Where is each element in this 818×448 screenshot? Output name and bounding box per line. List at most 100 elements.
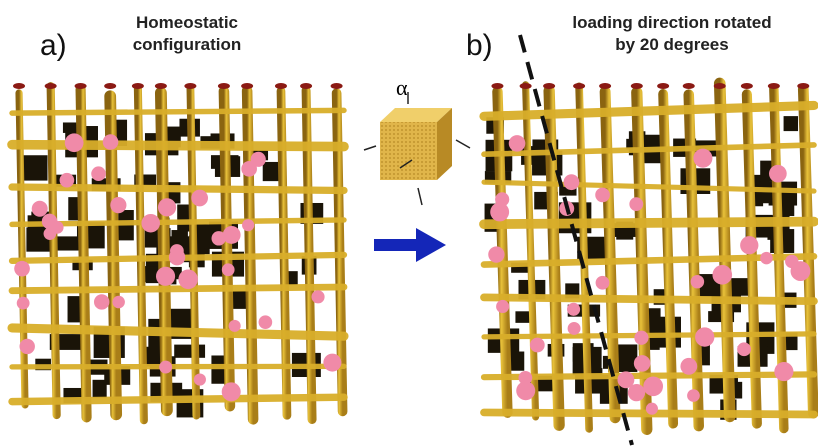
panel-title: Homeostatic [136, 13, 238, 32]
cut-end [191, 190, 208, 207]
cut-end [242, 219, 254, 231]
strut-end [184, 83, 196, 89]
cut-end [509, 135, 526, 152]
cut-end [91, 166, 106, 181]
strut-end [573, 83, 585, 89]
cut-end [323, 354, 341, 372]
cut-end [628, 384, 645, 401]
cut-end [222, 382, 241, 401]
lattice-b [484, 83, 814, 429]
cut-end [693, 149, 712, 168]
strut-end [75, 83, 87, 89]
cut-end [687, 389, 700, 402]
strut-end [543, 83, 555, 89]
cut-end [222, 263, 235, 276]
cut-end [488, 246, 504, 262]
panel-label: a) [40, 29, 67, 62]
strut-end [768, 83, 780, 89]
strut [484, 222, 814, 225]
cut-end [737, 342, 751, 356]
cut-end [169, 249, 185, 265]
strut [484, 374, 814, 377]
cut-end [490, 203, 509, 222]
cut-end [646, 403, 658, 415]
strut [224, 91, 230, 406]
cut-end [634, 331, 648, 345]
strut [12, 397, 344, 401]
cut-end [791, 261, 811, 281]
cut-end [629, 197, 643, 211]
strut-end [714, 83, 726, 89]
strut-end [45, 83, 57, 89]
cut-end [20, 339, 35, 354]
cut-end [568, 322, 581, 335]
cut-end [564, 174, 580, 190]
strut-end [599, 83, 611, 89]
lattice-a [12, 83, 344, 420]
cut-end [567, 303, 580, 316]
strut [484, 297, 814, 301]
strut [803, 89, 813, 413]
cut-end [112, 296, 125, 309]
strut-end [657, 83, 669, 89]
strut [720, 83, 730, 416]
strut [484, 105, 814, 116]
cut-end [14, 261, 30, 277]
cut-end [141, 214, 160, 233]
strut-end [520, 83, 532, 89]
cut-end [680, 358, 697, 375]
strut [526, 85, 536, 417]
cut-end [156, 267, 175, 286]
panel-title: configuration [133, 35, 242, 54]
figure: a) Homeostatic configuration b) loading … [0, 0, 818, 448]
cut-end [60, 173, 75, 188]
shadow [174, 345, 205, 358]
cut-end [32, 201, 48, 217]
strut-end [155, 83, 167, 89]
strut-end [683, 83, 695, 89]
cut-end [634, 355, 651, 372]
cube-icon: α [364, 75, 470, 205]
strut [19, 93, 25, 405]
strut [12, 287, 344, 291]
shadow [784, 116, 798, 131]
cut-end [178, 270, 198, 290]
strut-end [241, 83, 253, 89]
strut-end [132, 83, 144, 89]
cut-end [691, 275, 704, 288]
cut-end [695, 327, 714, 346]
cut-end [774, 362, 793, 381]
strut [12, 145, 344, 147]
cut-end [110, 197, 126, 213]
cut-end [311, 290, 324, 303]
cut-end [17, 297, 30, 310]
strut-end [631, 83, 643, 89]
cut-end [223, 226, 241, 244]
strut-end [331, 83, 343, 89]
cube-label: α [396, 75, 408, 100]
cut-end [51, 221, 64, 234]
strut [12, 366, 344, 367]
strut [138, 88, 144, 420]
cut-end [530, 338, 545, 353]
cut-end [259, 315, 273, 329]
strut-end [797, 83, 809, 89]
strut-end [275, 83, 287, 89]
cut-end [94, 294, 109, 309]
cut-end [65, 133, 84, 152]
cut-end [251, 152, 266, 167]
cut-end [740, 236, 758, 254]
strut [12, 187, 344, 190]
strut-end [300, 83, 312, 89]
panel-title: by 20 degrees [615, 35, 728, 54]
strut [484, 334, 814, 337]
cut-end [596, 276, 610, 290]
strut-end [13, 83, 25, 89]
strut-end [104, 83, 116, 89]
cut-end [103, 134, 119, 150]
strut-end [218, 83, 230, 89]
cut-end [516, 381, 535, 400]
strut-end [491, 83, 503, 89]
strut-end [741, 83, 753, 89]
cut-end [643, 376, 663, 396]
